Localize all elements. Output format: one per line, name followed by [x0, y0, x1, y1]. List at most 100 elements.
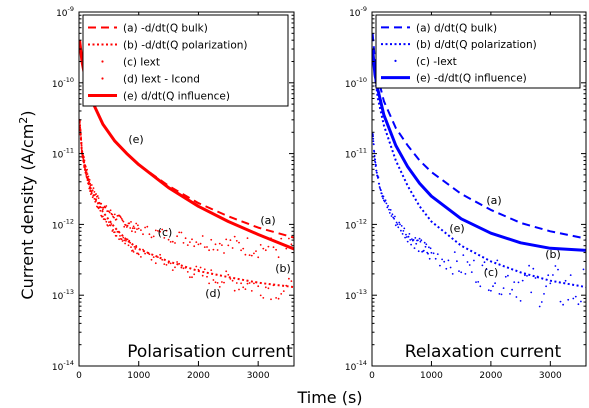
data-point	[288, 277, 290, 280]
data-point	[229, 239, 232, 242]
data-point	[79, 126, 81, 129]
data-point	[165, 264, 168, 266]
data-point	[184, 237, 187, 240]
data-point	[543, 293, 545, 295]
legend-entry: (b) d/dt(Q polarization)	[416, 39, 537, 51]
data-point	[171, 269, 174, 271]
data-point	[290, 243, 293, 246]
y-tick-label: 10-12	[345, 217, 367, 231]
data-point	[415, 242, 418, 245]
data-point	[161, 228, 164, 231]
x-tick-label: 3000	[539, 371, 562, 381]
data-point	[439, 264, 441, 267]
data-point	[388, 208, 390, 211]
y-tick-exp: -14	[63, 359, 74, 367]
data-point	[532, 267, 535, 270]
data-point	[199, 242, 202, 245]
series-line	[372, 48, 586, 289]
data-point	[199, 266, 202, 269]
data-point	[481, 264, 484, 267]
data-point	[109, 224, 112, 227]
curve-label: (d)	[205, 287, 221, 300]
legend-marker	[394, 59, 397, 62]
data-point	[394, 224, 397, 227]
data-point	[182, 242, 185, 244]
data-point	[417, 239, 419, 242]
data-point	[538, 305, 541, 308]
legend-entry: (a) -d/dt(Q bulk)	[123, 23, 208, 35]
data-point	[388, 212, 391, 214]
data-point	[451, 273, 454, 275]
data-point	[259, 244, 262, 246]
y-tick-base: 10	[345, 151, 357, 161]
data-point	[126, 224, 129, 227]
curve-label: (e)	[449, 222, 464, 235]
data-point	[524, 274, 526, 277]
series-3	[79, 119, 293, 259]
data-point	[264, 249, 267, 252]
data-point	[458, 270, 460, 272]
data-point	[390, 215, 393, 217]
data-point	[115, 235, 118, 237]
data-point	[376, 171, 378, 174]
data-point	[111, 213, 114, 216]
data-point	[235, 282, 238, 284]
data-point	[137, 227, 140, 230]
data-point	[134, 248, 137, 250]
data-point	[375, 169, 378, 172]
x-tick-label: 0	[76, 371, 82, 381]
curve-label: (e)	[128, 133, 143, 146]
data-point	[272, 246, 275, 249]
data-point	[132, 251, 135, 253]
legend-entry: (c) Iext	[123, 57, 160, 69]
data-point	[85, 175, 88, 177]
data-point	[372, 143, 375, 146]
data-point	[513, 281, 516, 283]
data-point	[214, 243, 217, 246]
data-point	[221, 244, 223, 247]
data-point	[126, 238, 129, 241]
data-point	[171, 240, 174, 243]
data-point	[270, 298, 272, 301]
series-line	[79, 119, 294, 289]
data-point	[165, 229, 168, 232]
data-point	[88, 180, 91, 183]
curve-label: (a)	[260, 214, 275, 227]
data-point	[105, 205, 108, 207]
data-point	[84, 170, 87, 173]
data-point	[83, 164, 86, 167]
legend: (a) d/dt(Q bulk) (b) d/dt(Q polarization)…	[375, 14, 581, 89]
data-point	[536, 275, 539, 278]
data-point	[113, 231, 116, 234]
data-point	[87, 179, 90, 182]
data-point	[285, 284, 288, 287]
data-point	[250, 290, 253, 292]
data-point	[101, 206, 103, 209]
data-point	[259, 294, 262, 297]
data-point	[255, 250, 257, 253]
data-point	[105, 220, 108, 223]
data-point	[275, 248, 277, 251]
data-point	[154, 262, 157, 265]
data-point	[441, 258, 443, 261]
data-point	[401, 233, 404, 235]
data-point	[227, 244, 230, 247]
data-point	[504, 275, 507, 278]
legend-entry: (e) -d/dt(Q influence)	[416, 73, 527, 85]
data-point	[210, 269, 213, 271]
data-point	[174, 242, 176, 244]
data-point	[372, 135, 374, 138]
data-point	[118, 238, 120, 241]
data-point	[142, 233, 144, 236]
data-point	[246, 282, 249, 285]
data-point	[178, 231, 181, 234]
data-point	[277, 256, 280, 259]
data-point	[373, 151, 376, 153]
curve-label: (a)	[486, 194, 501, 207]
data-point	[221, 281, 223, 283]
data-point	[549, 282, 552, 285]
data-point	[115, 218, 118, 221]
data-point	[80, 142, 83, 145]
data-point	[83, 161, 85, 164]
